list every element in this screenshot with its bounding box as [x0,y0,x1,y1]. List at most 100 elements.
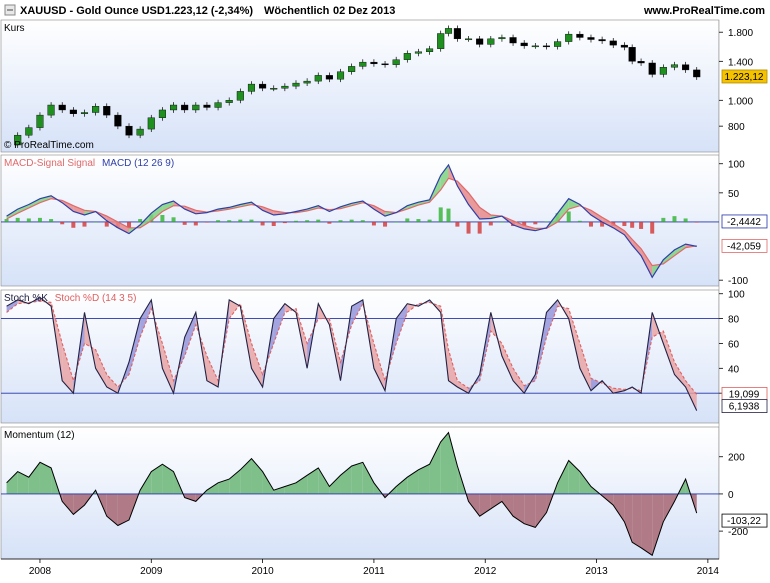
period-label: Wöchentlich [264,5,330,17]
stoch-ribbon-segment [95,349,107,387]
momentum-area-segment [479,493,491,517]
macd-histogram-bar [282,221,287,224]
candle [325,75,333,80]
panel-backgrounds [0,19,770,560]
macd-histogram-bar [544,221,549,222]
momentum-area-segment [184,493,196,502]
candle [158,109,166,118]
momentum-line [6,431,698,557]
macd-ribbon-segment [262,206,274,215]
stoch-ribbon-segment [184,312,196,356]
candle [693,69,701,78]
candle [136,128,144,136]
macd-histogram-bar [405,218,410,222]
candle [531,45,539,48]
momentum-last-badge: -103,22 [721,513,768,528]
macd-histogram-bar [204,221,209,223]
stoch-ribbon-segment [663,331,675,375]
momentum-area-segment [329,475,341,494]
momentum-area-segment [418,464,430,494]
x-tick-label: 2012 [474,566,497,577]
momentum-area-segment [501,493,514,517]
stoch-ribbon-segment [273,303,285,344]
stoch-ribbon-segment [685,380,697,411]
candle [181,104,189,111]
macd-histogram-bar [160,214,165,222]
x-tick-label: 2011 [363,566,385,577]
macd-ribbon-segment [440,164,449,190]
macd-histogram-bar [182,221,187,225]
x-tick-label: 2014 [697,566,720,577]
macd-ribbon-segment [674,244,686,256]
watermark: © ProRealTime.com [4,140,94,151]
candle [620,44,628,48]
macd-plot-area [1,163,719,279]
candle [598,39,606,42]
macd-histogram-bar [427,219,432,222]
macd-histogram-bar [260,221,265,226]
candle [628,47,636,62]
macd-histogram-bar [316,219,321,222]
macd-histogram-bar [455,221,460,227]
stoch-k-last-badge-bg [721,399,768,413]
macd-ribbon-segment [117,221,130,234]
macd-histogram-bar [577,220,582,222]
macd-histogram-bar [171,217,176,222]
macd-histogram-bar [566,211,571,222]
momentum-area-segment [318,467,330,494]
macd-histogram-bar [446,208,451,222]
macd-histogram-bar [227,220,232,222]
momentum-area-segment [351,462,363,494]
price-panel-title: Kurs [4,23,25,34]
macd-histogram-bar [349,219,354,222]
macd-histogram-bar [327,221,332,224]
macd-ribbon-segment [39,195,52,203]
y-tick-label: 1.800 [728,28,753,39]
price-panel[interactable] [0,19,720,153]
macd-histogram-bar [15,217,20,222]
candle [69,109,77,114]
momentum-last-badge-text: -103,22 [727,516,761,527]
candle [426,48,434,52]
website-link[interactable]: www.ProRealTime.com [643,5,765,17]
momentum-area-segment [106,493,118,526]
macd-ribbon-segment [513,220,525,229]
stoch-panel-title: Stoch %K Stoch %D (14 3 5) [4,293,136,304]
macd-histogram-bar [4,219,9,222]
candle [487,38,495,45]
momentum-area-segment [17,471,29,494]
y-tick-label: 80 [728,315,740,326]
candle [292,82,300,87]
price-last-value-badge: 1.223,12 [721,69,768,84]
macd-ribbon-segment [151,204,163,221]
stoch-ribbon-segment [251,343,263,387]
date-label: 02 Dez 2013 [333,5,395,17]
symbol-title: XAUUSD - Gold Ounce USD [20,5,165,17]
candle [437,33,445,49]
candle [520,42,528,47]
y-tick-label: 100 [728,160,745,171]
y-tick-label: 200 [728,453,745,464]
candle [444,28,453,34]
candle [225,100,233,103]
stoch-ribbon-segment [162,343,174,394]
momentum-area-segment [429,441,441,494]
y-tick-label: -100 [728,276,748,287]
candle [670,64,679,68]
candle [348,66,356,72]
price-plot-area [14,25,701,148]
momentum-area-segment [663,493,675,522]
macd-histogram-bar [193,221,198,226]
stoch-panel[interactable] [0,289,720,424]
macd-signal-last-badge-text: -2,4442 [727,217,761,228]
stoch-d-line [6,300,698,395]
macd-histogram-bar [694,221,699,223]
panel-titles: Kurs © ProRealTime.com MACD-Signal Signa… [4,23,174,441]
momentum-area-segment [624,493,633,543]
momentum-area-segment [613,493,625,522]
y-tick-label: 0 [728,490,734,501]
macd-ribbon-segment [468,192,480,220]
macd-histogram-bar [60,221,65,225]
macd-line [6,163,697,279]
